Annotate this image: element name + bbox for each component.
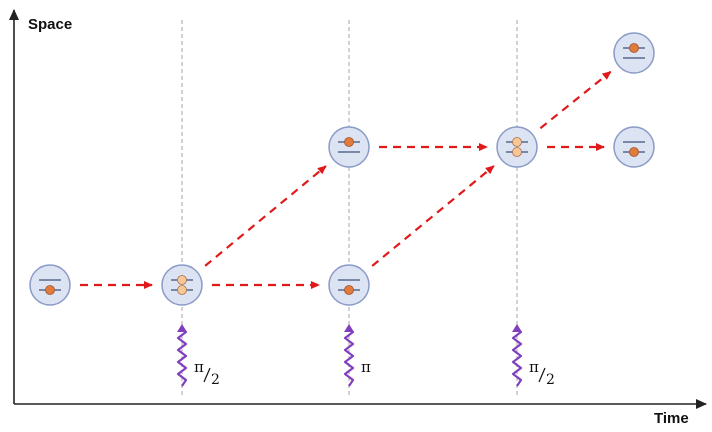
- pulse-label: π: [529, 358, 539, 376]
- population-dot: [512, 147, 522, 157]
- atom-superposition-state: [161, 264, 203, 306]
- laser-pulse: π: [343, 324, 371, 387]
- pulse-wave: [343, 329, 355, 387]
- pulse-arrowhead: [344, 324, 354, 332]
- fraction-slash: [538, 367, 546, 383]
- atom-excited-state: [328, 126, 370, 168]
- population-dot: [45, 285, 55, 295]
- momentum-path-arrow: [204, 165, 327, 267]
- population-dot: [344, 137, 354, 147]
- atom-circle: [613, 126, 655, 168]
- pulse-arrowhead: [512, 324, 522, 332]
- y-axis-label: Space: [28, 16, 73, 33]
- atom-excited-state: [613, 32, 655, 74]
- pulse-label: π: [194, 358, 204, 376]
- momentum-path-arrow: [539, 70, 612, 130]
- laser-pulse: π2: [176, 324, 220, 388]
- laser-pulse: π2: [511, 324, 555, 388]
- population-dot: [344, 285, 354, 295]
- x-axis-label: Time: [654, 410, 689, 427]
- population-dot: [177, 275, 187, 285]
- atom-superposition-state: [496, 126, 538, 168]
- pulse-label: π: [361, 358, 371, 376]
- atom-circle: [328, 264, 370, 306]
- atom-circle: [496, 126, 538, 168]
- momentum-path-arrow: [371, 165, 495, 267]
- pulse-wave: [511, 329, 523, 387]
- atom-ground-state: [328, 264, 370, 306]
- atom-circle: [161, 264, 203, 306]
- atom-circle: [613, 32, 655, 74]
- pulse-wave: [176, 329, 188, 387]
- atom-ground-state: [29, 264, 71, 306]
- population-dot: [512, 137, 522, 147]
- pulse-arrowhead: [177, 324, 187, 332]
- population-dot: [177, 285, 187, 295]
- pulse-denominator: 2: [211, 372, 220, 388]
- pulse-denominator: 2: [546, 372, 555, 388]
- population-dot: [629, 43, 639, 53]
- atom-circle: [328, 126, 370, 168]
- population-dot: [629, 147, 639, 157]
- fraction-slash: [203, 367, 211, 383]
- atom-circle: [29, 264, 71, 306]
- atom-ground-state: [613, 126, 655, 168]
